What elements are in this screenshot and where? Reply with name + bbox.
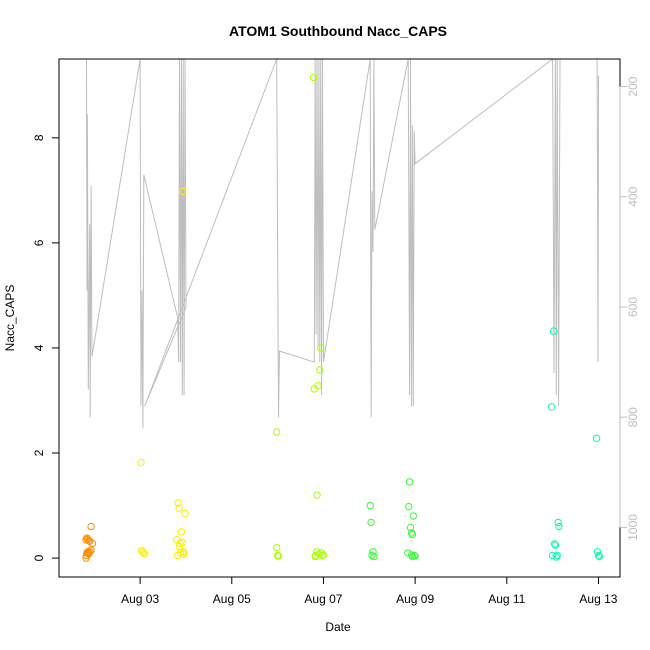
data-point bbox=[180, 550, 188, 559]
x-tick-label: Aug 03 bbox=[121, 592, 159, 606]
data-point bbox=[411, 552, 419, 560]
y-tick-label: 2 bbox=[32, 449, 46, 456]
series-3 bbox=[273, 73, 328, 561]
y-tick-label: 8 bbox=[32, 134, 46, 141]
data-point bbox=[86, 548, 94, 556]
secondary-tick-label: 600 bbox=[626, 297, 640, 317]
data-point bbox=[370, 552, 378, 561]
secondary-tick-label: 800 bbox=[626, 407, 640, 427]
secondary-tick-label: 1000 bbox=[626, 514, 640, 541]
data-point bbox=[593, 548, 602, 556]
data-point bbox=[549, 327, 558, 335]
data-point bbox=[553, 551, 561, 560]
data-point bbox=[274, 552, 283, 560]
data-point bbox=[273, 428, 281, 436]
data-point bbox=[317, 344, 325, 352]
secondary-tick-label: 200 bbox=[626, 76, 640, 96]
data-point bbox=[316, 366, 324, 374]
series-1 bbox=[82, 522, 97, 562]
data-point bbox=[87, 546, 95, 554]
data-point bbox=[548, 403, 556, 411]
data-point bbox=[138, 548, 147, 556]
data-point bbox=[312, 548, 321, 556]
data-point bbox=[407, 529, 416, 537]
data-point bbox=[406, 523, 415, 532]
data-point bbox=[407, 551, 416, 559]
data-point bbox=[408, 552, 417, 561]
data-point bbox=[309, 73, 318, 82]
data-point bbox=[174, 499, 182, 507]
y-tick-label: 4 bbox=[32, 344, 46, 351]
y-tick-label: 0 bbox=[32, 554, 46, 561]
series-2 bbox=[137, 187, 189, 560]
data-point bbox=[179, 187, 187, 196]
data-point bbox=[137, 458, 145, 467]
data-point bbox=[367, 518, 375, 527]
data-point bbox=[181, 509, 189, 518]
data-point bbox=[179, 548, 187, 556]
data-point bbox=[552, 553, 560, 561]
data-point bbox=[139, 549, 148, 557]
data-point bbox=[314, 382, 322, 390]
data-point bbox=[313, 491, 321, 499]
chart-title: ATOM1 Southbound Nacc_CAPS bbox=[229, 23, 447, 39]
data-point bbox=[548, 551, 557, 560]
data-point bbox=[551, 541, 560, 549]
x-tick-label: Aug 13 bbox=[579, 592, 617, 606]
secondary-tick-label: 400 bbox=[626, 186, 640, 206]
data-point bbox=[88, 539, 97, 548]
data-point bbox=[273, 543, 281, 552]
data-point bbox=[554, 518, 562, 527]
data-point bbox=[311, 552, 319, 561]
x-tick-label: Aug 11 bbox=[488, 592, 525, 606]
y-axis-label: Nacc_CAPS bbox=[3, 285, 17, 352]
data-point bbox=[175, 504, 183, 512]
data-point bbox=[319, 551, 328, 559]
data-point bbox=[404, 549, 412, 557]
data-point bbox=[555, 522, 563, 531]
data-point bbox=[175, 542, 184, 551]
data-point bbox=[405, 478, 414, 486]
data-point bbox=[84, 535, 92, 543]
data-point bbox=[405, 502, 413, 511]
data-point bbox=[409, 512, 417, 520]
series-5 bbox=[548, 327, 604, 561]
data-point bbox=[366, 501, 374, 510]
data-point bbox=[594, 551, 603, 560]
data-point bbox=[369, 548, 377, 556]
data-point bbox=[141, 550, 149, 558]
y-tick-label: 6 bbox=[32, 239, 46, 246]
x-tick-label: Aug 05 bbox=[213, 592, 251, 606]
data-point bbox=[87, 522, 95, 531]
data-point bbox=[408, 530, 417, 539]
axes-layer: Aug 03 Aug 05 Aug 07 Aug 09 Aug 11 Aug 13 0 2 4 6… bbox=[32, 76, 640, 606]
points-layer bbox=[82, 73, 604, 562]
series-4 bbox=[366, 478, 419, 561]
x-tick-label: Aug 09 bbox=[396, 592, 434, 606]
data-point bbox=[177, 528, 186, 536]
data-point bbox=[592, 434, 601, 442]
data-point bbox=[595, 552, 604, 561]
data-point bbox=[550, 540, 559, 548]
x-axis-label: Date bbox=[325, 620, 351, 634]
x-tick-label: Aug 07 bbox=[304, 592, 342, 606]
